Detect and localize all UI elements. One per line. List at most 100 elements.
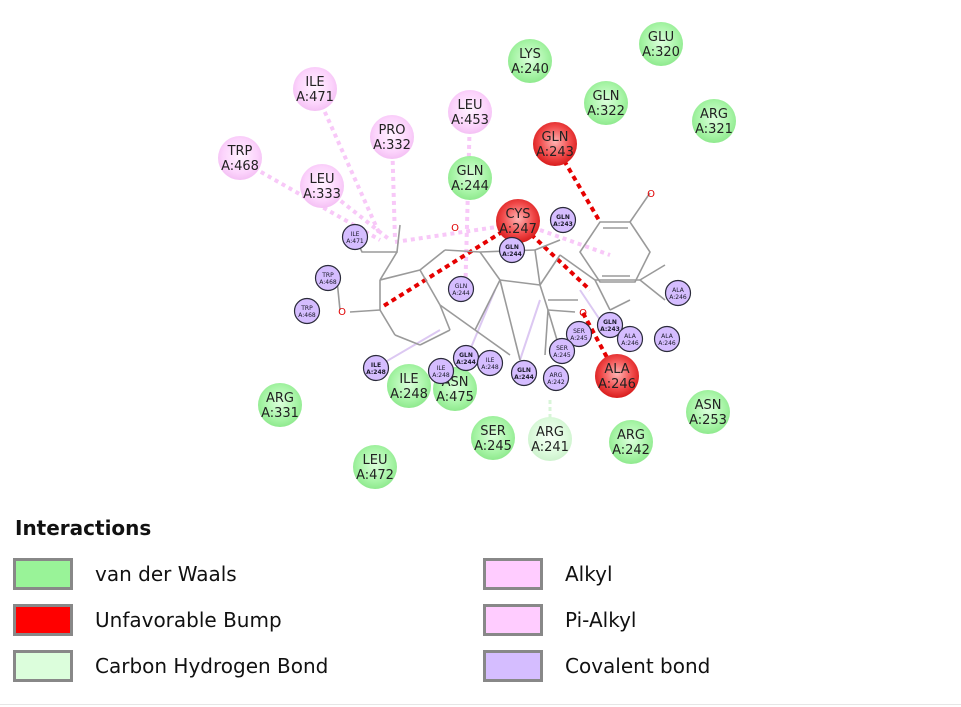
residue-name: GLN <box>541 130 568 145</box>
residue-disc <box>692 99 736 143</box>
residue-name: TRP <box>227 144 253 159</box>
atom-tag-id: A:248 <box>432 372 450 379</box>
legend-item-alkyl: Alkyl <box>483 558 613 590</box>
atom-tag-id: A:471 <box>346 238 364 245</box>
oxygen-label: O <box>338 307 346 318</box>
atom-tag-disc <box>616 325 644 353</box>
residue-disc <box>293 67 337 111</box>
residue-id: A:248 <box>390 387 428 402</box>
residue-name: GLN <box>456 164 483 179</box>
atom-tag-id: A:244 <box>452 290 470 297</box>
alkyl-line <box>539 228 611 257</box>
atom-tag-disc <box>510 359 538 387</box>
residue-disc <box>496 199 540 243</box>
residue-disc <box>448 90 492 134</box>
bump-line <box>581 312 619 377</box>
atom-tag-id: A:242 <box>547 379 565 386</box>
residue-name: LEU <box>363 453 388 468</box>
atom-tag-disc <box>362 354 390 382</box>
bump-line <box>516 220 592 292</box>
atom-tag-id: A:468 <box>298 312 316 319</box>
residue-disc <box>686 390 730 434</box>
residue-name: PRO <box>378 123 405 138</box>
residue-id: A:475 <box>436 390 474 405</box>
residue-id: A:321 <box>695 122 733 137</box>
residue-id: A:471 <box>296 90 334 105</box>
atom-tag-disc <box>314 264 342 292</box>
atom-tag-name: ALA <box>661 333 674 340</box>
residue-id: A:240 <box>511 62 549 77</box>
legend-swatch <box>483 604 543 636</box>
pi-alkyl-line <box>579 289 601 321</box>
atom-tag-name: TRP <box>321 272 334 279</box>
atom-tag-id: A:248 <box>481 364 499 371</box>
residue-name: CYS <box>505 207 530 222</box>
residue-disc <box>584 81 628 125</box>
residue-disc <box>370 115 414 159</box>
legend-label: Unfavorable Bump <box>95 608 282 632</box>
residue-disc <box>387 364 431 408</box>
residue-name: ARG <box>700 107 728 122</box>
residue-disc <box>353 445 397 489</box>
atom-tag-name: GLN <box>556 214 570 221</box>
atom-tag-name: GLN <box>517 367 531 374</box>
atom-tag-disc <box>293 297 321 325</box>
atom-tag-disc <box>498 236 526 264</box>
ligand-structure <box>336 192 666 361</box>
legend-label: Alkyl <box>565 562 613 586</box>
legend-item-pi-alkyl: Pi-Alkyl <box>483 604 636 636</box>
legend-swatch <box>483 558 543 590</box>
residue-disc <box>218 136 262 180</box>
residue-name: GLU <box>648 30 674 45</box>
legend-item-unfavorable-bump: Unfavorable Bump <box>13 604 282 636</box>
residue-disc <box>471 416 515 460</box>
residue-name: ARG <box>266 391 294 406</box>
atom-tag-disc <box>565 320 593 348</box>
residue-id: A:472 <box>356 468 394 483</box>
atom-tag-id: A:244 <box>502 251 522 258</box>
residue-name: ALA <box>604 362 629 377</box>
alkyl-line <box>313 89 382 236</box>
residue-id: A:246 <box>598 377 636 392</box>
atom-tag-id: A:246 <box>669 294 687 301</box>
alkyl-line <box>394 223 511 244</box>
legend-label: van der Waals <box>95 562 237 586</box>
legend-swatch <box>483 650 543 682</box>
atom-tag-disc <box>542 364 570 392</box>
divider <box>0 704 961 705</box>
residue-disc <box>258 383 302 427</box>
atom-tag-disc <box>476 349 504 377</box>
atom-tag-name: GLN <box>459 352 473 359</box>
residue-id: A:245 <box>474 439 512 454</box>
atom-tag-disc <box>548 337 576 365</box>
residue-name: ILE <box>305 75 324 90</box>
residue-id: A:241 <box>531 440 569 455</box>
atom-tag-name: ILE <box>486 357 495 364</box>
oxygen-label: O <box>579 308 587 319</box>
atom-tag-id: A:468 <box>319 279 337 286</box>
atom-tag-disc <box>447 275 475 303</box>
residue-id: A:331 <box>261 406 299 421</box>
atom-tag-name: ALA <box>624 333 637 340</box>
interaction-diagram: O O O O ILEA:471LYSA:240GLUA:320LEUA:453… <box>218 22 736 489</box>
residue-disc <box>300 164 344 208</box>
residue-id: A:242 <box>612 443 650 458</box>
legend-swatch <box>13 650 73 682</box>
atom-tag-id: A:244 <box>514 374 534 381</box>
